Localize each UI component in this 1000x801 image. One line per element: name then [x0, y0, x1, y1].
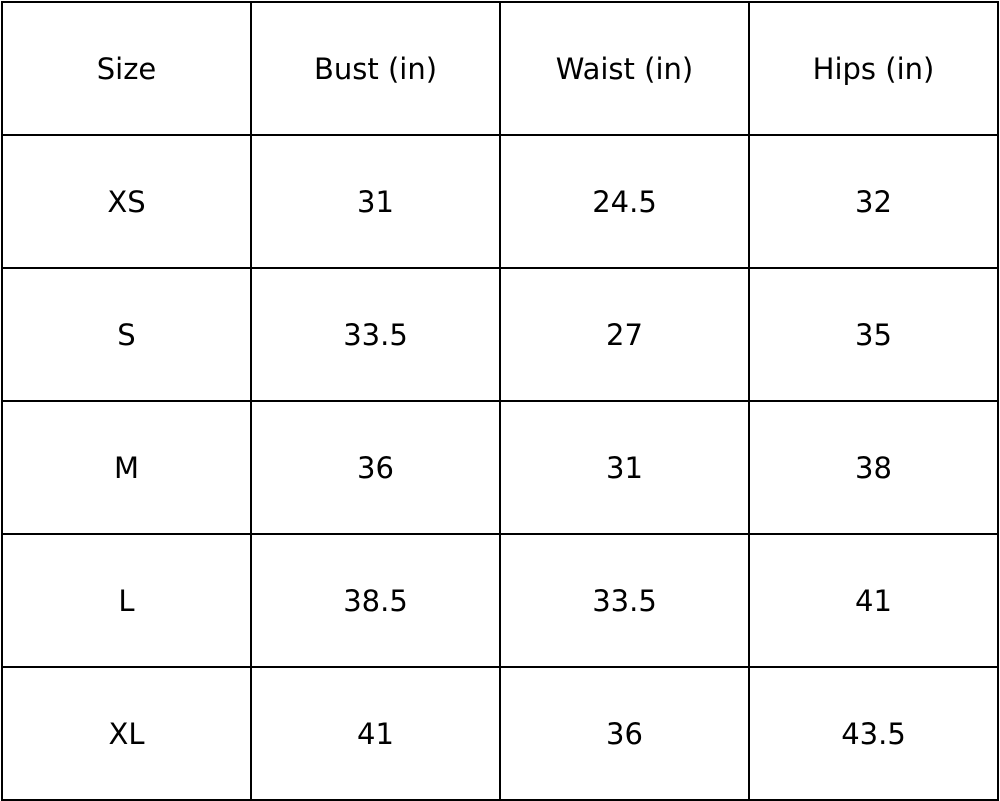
table-row: XS 31 24.5 32 [1, 134, 999, 269]
table-cell: L [1, 533, 252, 668]
table-cell: 32 [748, 134, 999, 269]
table-cell: 38 [748, 400, 999, 535]
table-cell: 41 [748, 533, 999, 668]
header-cell: Waist (in) [499, 1, 750, 136]
table-cell: 35 [748, 267, 999, 402]
table-cell: 38.5 [250, 533, 501, 668]
header-row: Size Bust (in) Waist (in) Hips (in) [1, 1, 999, 136]
table-cell: XL [1, 666, 252, 801]
header-cell: Bust (in) [250, 1, 501, 136]
table-row: S 33.5 27 35 [1, 267, 999, 402]
table-row: M 36 31 38 [1, 400, 999, 535]
table-cell: 33.5 [250, 267, 501, 402]
table-cell: 24.5 [499, 134, 750, 269]
table-cell: 36 [499, 666, 750, 801]
table-cell: XS [1, 134, 252, 269]
header-cell: Size [1, 1, 252, 136]
table-header: Size Bust (in) Waist (in) Hips (in) [1, 1, 999, 136]
table-cell: 31 [250, 134, 501, 269]
table-cell: 31 [499, 400, 750, 535]
table-cell: 41 [250, 666, 501, 801]
header-cell: Hips (in) [748, 1, 999, 136]
table-cell: M [1, 400, 252, 535]
table-cell: 36 [250, 400, 501, 535]
table-row: L 38.5 33.5 41 [1, 533, 999, 668]
table-cell: 27 [499, 267, 750, 402]
table-cell: 33.5 [499, 533, 750, 668]
table-cell: S [1, 267, 252, 402]
table-cell: 43.5 [748, 666, 999, 801]
table-body: XS 31 24.5 32 S 33.5 27 35 M 36 31 38 L 38.5 33.5 41 XL 4… [1, 134, 999, 801]
table-row: XL 41 36 43.5 [1, 666, 999, 801]
